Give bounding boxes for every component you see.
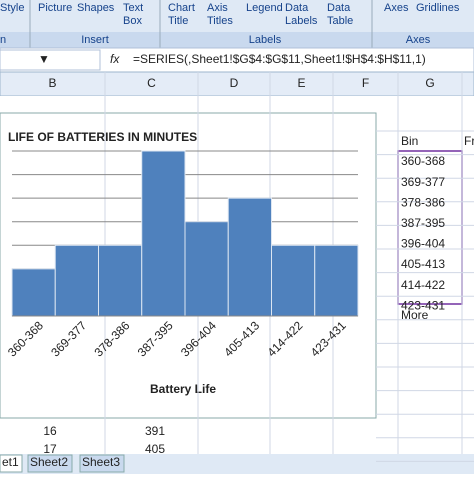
bar[interactable] [98, 244, 143, 317]
sheet-tab-label[interactable]: Sheet3 [82, 455, 120, 469]
ribbon-button[interactable]: Axis [207, 2, 228, 14]
cell[interactable]: 360-368 [401, 154, 445, 168]
ribbon-group-label: Axes [406, 34, 431, 46]
fx-button[interactable]: fx [110, 52, 120, 66]
bar[interactable] [227, 197, 272, 317]
chart-title: LIFE OF BATTERIES IN MINUTES [8, 130, 197, 144]
name-box[interactable] [0, 49, 101, 71]
column-header[interactable]: C [147, 76, 156, 90]
column-header[interactable]: E [297, 76, 305, 90]
sheet-tab-label[interactable]: et1 [2, 455, 19, 469]
cell[interactable]: More [401, 308, 429, 322]
cell: Fr [464, 134, 474, 148]
bar[interactable] [314, 244, 359, 317]
cell[interactable]: 396-404 [401, 237, 445, 251]
ribbon-button[interactable]: Title [168, 15, 188, 27]
bar[interactable] [271, 244, 316, 317]
bar[interactable] [141, 150, 186, 317]
cell[interactable]: 423-431 [401, 298, 445, 312]
cell: Bin [401, 134, 418, 148]
column-header[interactable]: D [230, 76, 239, 90]
ribbon-button[interactable]: Shapes [77, 2, 115, 14]
ribbon-button[interactable]: Style [0, 2, 24, 14]
cell[interactable]: 414-422 [401, 278, 445, 292]
ribbon-group-bar [0, 32, 474, 48]
cell[interactable]: 378-386 [401, 195, 445, 209]
cell[interactable]: 17 [43, 442, 57, 456]
bar[interactable] [184, 221, 229, 317]
ribbon-group-label: n [0, 34, 6, 46]
ribbon-button[interactable]: Legend [246, 2, 283, 14]
ribbon-button[interactable]: Data [285, 2, 309, 14]
dropdown-arrow[interactable]: ▼ [38, 52, 50, 66]
ribbon-button[interactable]: Titles [207, 15, 233, 27]
formula-text[interactable]: =SERIES(,Sheet1!$G$4:$G$11,Sheet1!$H$4:$… [133, 52, 426, 66]
cell[interactable]: 369-377 [401, 175, 445, 189]
x-axis-label: Battery Life [150, 382, 216, 396]
bar[interactable] [54, 244, 99, 317]
column-header[interactable]: F [362, 76, 369, 90]
cell[interactable]: 405-413 [401, 257, 445, 271]
ribbon-button[interactable]: Chart [168, 2, 195, 14]
column-header[interactable]: B [48, 76, 56, 90]
cell[interactable]: 391 [145, 424, 165, 438]
ribbon-button[interactable]: Box [123, 15, 142, 27]
ribbon-button[interactable]: Gridlines [416, 2, 460, 14]
cell[interactable]: 405 [145, 442, 165, 456]
ribbon-button[interactable]: Data [327, 2, 351, 14]
sheet-tab[interactable] [27, 454, 73, 473]
sheet-tab-label[interactable]: Sheet2 [30, 455, 68, 469]
ribbon-group-label: Insert [81, 34, 109, 46]
cell[interactable]: 387-395 [401, 216, 445, 230]
ribbon-button[interactable]: Picture [38, 2, 72, 14]
ribbon-button[interactable]: Axes [384, 2, 409, 14]
ribbon-button[interactable]: Text [123, 2, 143, 14]
sheet-tab[interactable] [79, 454, 125, 473]
ribbon-group-label: Labels [249, 34, 282, 46]
column-header-bar [0, 71, 474, 97]
sheet-tab[interactable] [0, 454, 23, 473]
ribbon-button[interactable]: Labels [285, 15, 318, 27]
column-header[interactable]: G [425, 76, 434, 90]
cell[interactable]: 16 [43, 424, 57, 438]
bar[interactable] [11, 268, 56, 317]
ribbon-button[interactable]: Table [327, 15, 353, 27]
